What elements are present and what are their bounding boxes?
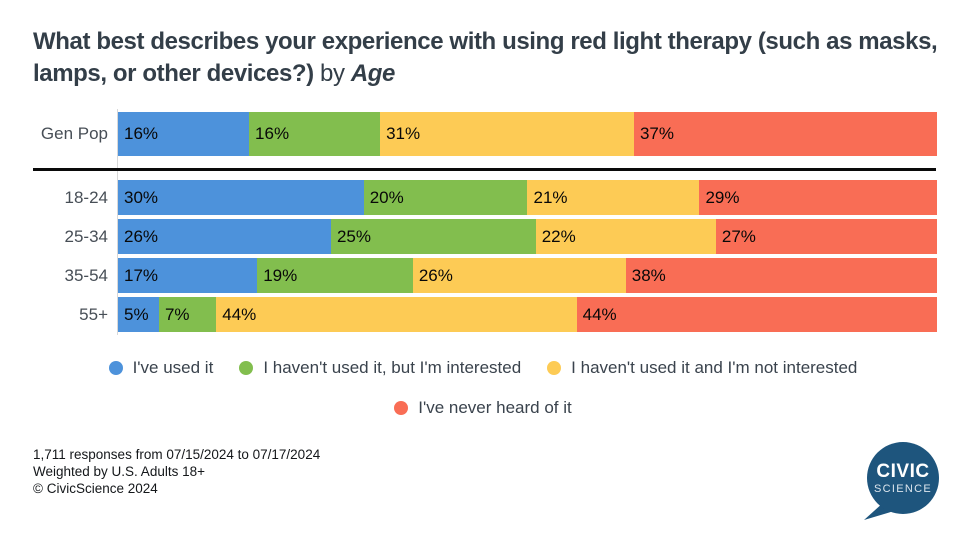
- segment-value-label: 26%: [418, 265, 453, 285]
- bar-segment: 30%: [118, 180, 364, 215]
- logo-text-science: SCIENCE: [874, 483, 932, 495]
- bar-segment: 7%: [158, 297, 217, 332]
- logo-text-civic: CIVIC: [876, 461, 929, 482]
- footer-weighting: Weighted by U.S. Adults 18+: [33, 464, 205, 479]
- segment-value-label: 16%: [124, 124, 159, 143]
- legend-label: I haven't used it and I'm not interested: [571, 358, 858, 377]
- row-label: 25-34: [64, 226, 108, 246]
- segment-value-label: 20%: [369, 187, 404, 207]
- bar-segment: 17%: [118, 258, 258, 293]
- chart-title: What best describes your experience with…: [33, 26, 947, 90]
- footer-notes: 1,711 responses from 07/15/2024 to 07/17…: [33, 446, 320, 497]
- segment-value-label: 25%: [336, 226, 371, 246]
- segment-value-label: 37%: [639, 124, 674, 143]
- bar-segment: 19%: [257, 258, 413, 293]
- bar-track: 5% 7% 44% 44%: [118, 297, 937, 332]
- segment-value-label: 30%: [124, 187, 159, 207]
- legend-dot-icon: [394, 401, 409, 415]
- bar-segment: 26%: [118, 219, 331, 254]
- legend-label: I've used it: [132, 358, 214, 377]
- segment-value-label: 5%: [124, 304, 149, 324]
- segment-value-label: 27%: [721, 226, 756, 246]
- segment-value-label: 44%: [222, 304, 257, 324]
- bar-row-55-: 55+ 5% 7% 44% 44%: [0, 297, 937, 332]
- segment-value-label: 22%: [541, 226, 576, 246]
- age-rows-container: 18-24 30% 20% 21% 29% 25-34 26% 25% 22% 27% 35-54 1…: [0, 180, 937, 336]
- segment-value-label: 29%: [705, 187, 740, 207]
- bar-segment: 44%: [216, 297, 577, 332]
- row-label: Gen Pop: [40, 124, 108, 143]
- bar-segment: 29%: [699, 180, 937, 215]
- legend-item: I haven't used it, but I'm interested: [239, 358, 521, 378]
- bar-segment: 16%: [249, 112, 381, 156]
- row-label: 35-54: [64, 265, 108, 285]
- genpop-row-container: Gen Pop 16% 16% 31% 37%: [0, 112, 937, 156]
- bar-row-gen-pop: Gen Pop 16% 16% 31% 37%: [0, 112, 937, 156]
- legend-label: I've never heard of it: [418, 398, 572, 417]
- legend-dot-icon: [239, 361, 254, 375]
- logo-bubble-icon: [867, 442, 939, 514]
- title-group: Age: [350, 60, 396, 87]
- row-label: 55+: [79, 304, 108, 324]
- bar-track: 17% 19% 26% 38%: [118, 258, 937, 293]
- bar-row-35-54: 35-54 17% 19% 26% 38%: [0, 258, 937, 293]
- bar-row-18-24: 18-24 30% 20% 21% 29%: [0, 180, 937, 215]
- bar-segment: 44%: [576, 297, 937, 332]
- bar-track: 26% 25% 22% 27%: [118, 219, 937, 254]
- title-connector: by: [313, 60, 351, 87]
- segment-value-label: 19%: [263, 265, 298, 285]
- legend-row-2: I've never heard of it: [0, 396, 966, 420]
- legend-item: I've used it: [108, 358, 214, 378]
- bar-segment: 26%: [412, 258, 626, 293]
- segment-value-label: 44%: [582, 304, 617, 324]
- legend-row-1: I've used it I haven't used it, but I'm i…: [0, 356, 966, 380]
- title-question: What best describes your experience with…: [33, 28, 938, 87]
- segment-value-label: 31%: [386, 124, 421, 143]
- row-label: 18-24: [64, 187, 108, 207]
- bar-segment: 38%: [625, 258, 937, 293]
- footer-responses: 1,711 responses from 07/15/2024 to 07/17…: [33, 447, 321, 462]
- legend-dot-icon: [108, 361, 123, 375]
- bar-segment: 20%: [363, 180, 528, 215]
- bar-segment: 5%: [118, 297, 159, 332]
- segment-value-label: 21%: [533, 187, 568, 207]
- segment-value-label: 26%: [124, 226, 159, 246]
- bar-segment: 37%: [633, 112, 937, 156]
- axis-baseline: [117, 109, 118, 335]
- legend-label: I haven't used it, but I'm interested: [263, 358, 522, 377]
- bar-row-25-34: 25-34 26% 25% 22% 27%: [0, 219, 937, 254]
- bar-segment: 25%: [330, 219, 536, 254]
- segment-value-label: 38%: [631, 265, 666, 285]
- segment-value-label: 7%: [164, 304, 190, 324]
- legend-item: I haven't used it and I'm not interested: [547, 358, 857, 378]
- civicscience-logo: CIVIC SCIENCE: [864, 442, 939, 520]
- bar-segment: 21%: [527, 180, 700, 215]
- bar-segment: 16%: [118, 112, 250, 156]
- segment-value-label: 16%: [255, 124, 290, 143]
- footer-copyright: © CivicScience 2024: [33, 481, 158, 496]
- bar-segment: 27%: [715, 219, 937, 254]
- segment-value-label: 17%: [124, 265, 159, 285]
- legend-dot-icon: [547, 361, 562, 375]
- genpop-divider: [33, 168, 936, 171]
- bar-track: 30% 20% 21% 29%: [118, 180, 937, 215]
- bar-track: 16% 16% 31% 37%: [118, 112, 937, 156]
- legend-item: I've never heard of it: [394, 398, 572, 418]
- bar-segment: 31%: [380, 112, 634, 156]
- bar-segment: 22%: [535, 219, 716, 254]
